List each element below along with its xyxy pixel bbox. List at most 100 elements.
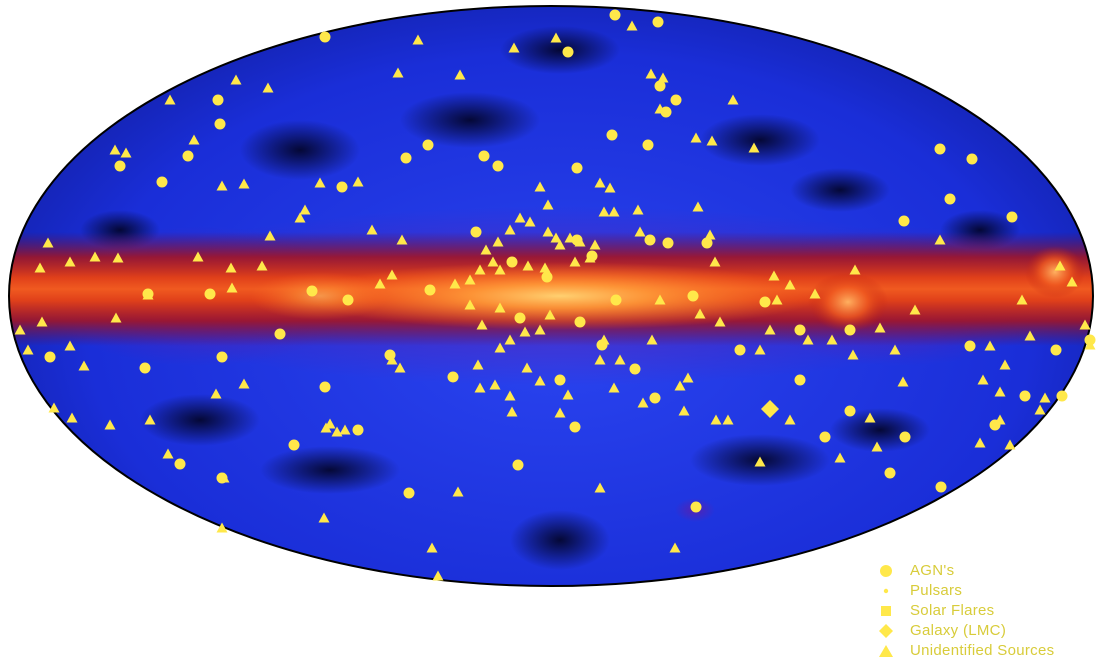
- map-border: [8, 5, 1094, 587]
- unidentified-marker: [542, 199, 554, 210]
- unidentified-marker: [550, 232, 562, 243]
- unidentified-marker: [109, 144, 121, 155]
- unidentified-marker: [674, 380, 686, 391]
- legend-label-solar-flares: Solar Flares: [910, 602, 995, 619]
- unidentified-marker: [426, 542, 438, 553]
- agn-marker: [606, 129, 618, 141]
- agn-marker: [687, 290, 699, 302]
- unidentified-marker: [42, 237, 54, 248]
- unidentified-marker: [162, 448, 174, 459]
- unidentified-marker: [452, 486, 464, 497]
- unidentified-marker: [299, 204, 311, 215]
- unidentified-marker: [594, 177, 606, 188]
- unidentified-marker: [506, 406, 518, 417]
- unidentified-marker: [564, 232, 576, 243]
- unidentified-marker: [634, 226, 646, 237]
- unidentified-marker: [709, 256, 721, 267]
- unidentified-marker: [678, 405, 690, 416]
- agn-marker: [470, 226, 482, 238]
- agn-marker: [819, 431, 831, 443]
- agn-marker: [400, 152, 412, 164]
- agn-marker: [422, 139, 434, 151]
- unidentified-marker: [539, 262, 551, 273]
- unidentified-marker: [480, 244, 492, 255]
- legend-item-unidentified: Unidentified Sources: [874, 641, 1114, 661]
- unidentified-marker: [654, 103, 666, 114]
- unidentified-marker: [714, 316, 726, 327]
- agn-marker: [1050, 344, 1062, 356]
- unidentified-marker: [489, 379, 501, 390]
- legend-label-unidentified: Unidentified Sources: [910, 642, 1055, 659]
- agn-marker: [642, 139, 654, 151]
- unidentified-marker: [494, 302, 506, 313]
- unidentified-marker: [692, 201, 704, 212]
- agn-marker: [319, 31, 331, 43]
- agn-marker: [844, 324, 856, 336]
- bright-blob-edge: [1025, 246, 1085, 298]
- unidentified-marker: [727, 94, 739, 105]
- unidentified-marker: [768, 270, 780, 281]
- dark-patch: [790, 168, 890, 212]
- unidentified-marker: [897, 376, 909, 387]
- unidentified-marker: [614, 354, 626, 365]
- agn-marker: [216, 351, 228, 363]
- unidentified-marker: [604, 182, 616, 193]
- unidentified-marker: [522, 260, 534, 271]
- unidentified-marker: [386, 269, 398, 280]
- unidentified-marker: [324, 418, 336, 429]
- agn-marker: [174, 458, 186, 470]
- agn-marker: [114, 160, 126, 172]
- unidentified-marker: [871, 441, 883, 452]
- agn-marker: [690, 501, 702, 513]
- unidentified-marker: [89, 251, 101, 262]
- agn-marker: [935, 481, 947, 493]
- unidentified-marker: [112, 252, 124, 263]
- unidentified-marker: [449, 278, 461, 289]
- unidentified-marker: [554, 239, 566, 250]
- agn-marker: [342, 294, 354, 306]
- unidentified-marker: [48, 402, 60, 413]
- dark-patch: [700, 114, 820, 166]
- legend-label-pulsars: Pulsars: [910, 582, 963, 599]
- unidentified-marker: [542, 226, 554, 237]
- unidentified-marker: [519, 326, 531, 337]
- agn-marker: [844, 405, 856, 417]
- agn-marker: [966, 153, 978, 165]
- unidentified-marker: [474, 264, 486, 275]
- unidentified-marker: [216, 522, 228, 533]
- unidentified-marker: [534, 324, 546, 335]
- unidentified-marker: [1054, 260, 1066, 271]
- agn-marker: [652, 16, 664, 28]
- agn-marker: [884, 467, 896, 479]
- unidentified-marker: [142, 289, 154, 300]
- unidentified-marker: [608, 382, 620, 393]
- unidentified-marker: [994, 386, 1006, 397]
- unidentified-marker: [784, 414, 796, 425]
- unidentified-marker: [218, 472, 230, 483]
- unidentified-marker: [550, 32, 562, 43]
- unidentified-marker: [474, 382, 486, 393]
- lmc-marker: [761, 400, 779, 418]
- circle-icon: [880, 565, 892, 577]
- unidentified-marker: [608, 206, 620, 217]
- unidentified-marker: [36, 316, 48, 327]
- unidentified-marker: [646, 334, 658, 345]
- unidentified-marker: [120, 147, 132, 158]
- unidentified-marker: [504, 224, 516, 235]
- agn-marker: [794, 374, 806, 386]
- dark-patch: [260, 446, 400, 494]
- legend-item-galaxy: Galaxy (LMC): [874, 621, 1114, 641]
- unidentified-marker: [999, 359, 1011, 370]
- agn-marker: [1056, 390, 1068, 402]
- unidentified-marker: [534, 181, 546, 192]
- unidentified-marker: [1016, 294, 1028, 305]
- agn-marker: [447, 371, 459, 383]
- unidentified-marker: [514, 212, 526, 223]
- plane-bright-region: [250, 272, 390, 320]
- agn-marker: [274, 328, 286, 340]
- unidentified-marker: [210, 388, 222, 399]
- unidentified-marker: [626, 20, 638, 31]
- agn-marker: [899, 431, 911, 443]
- unidentified-marker: [984, 340, 996, 351]
- unidentified-marker: [66, 412, 78, 423]
